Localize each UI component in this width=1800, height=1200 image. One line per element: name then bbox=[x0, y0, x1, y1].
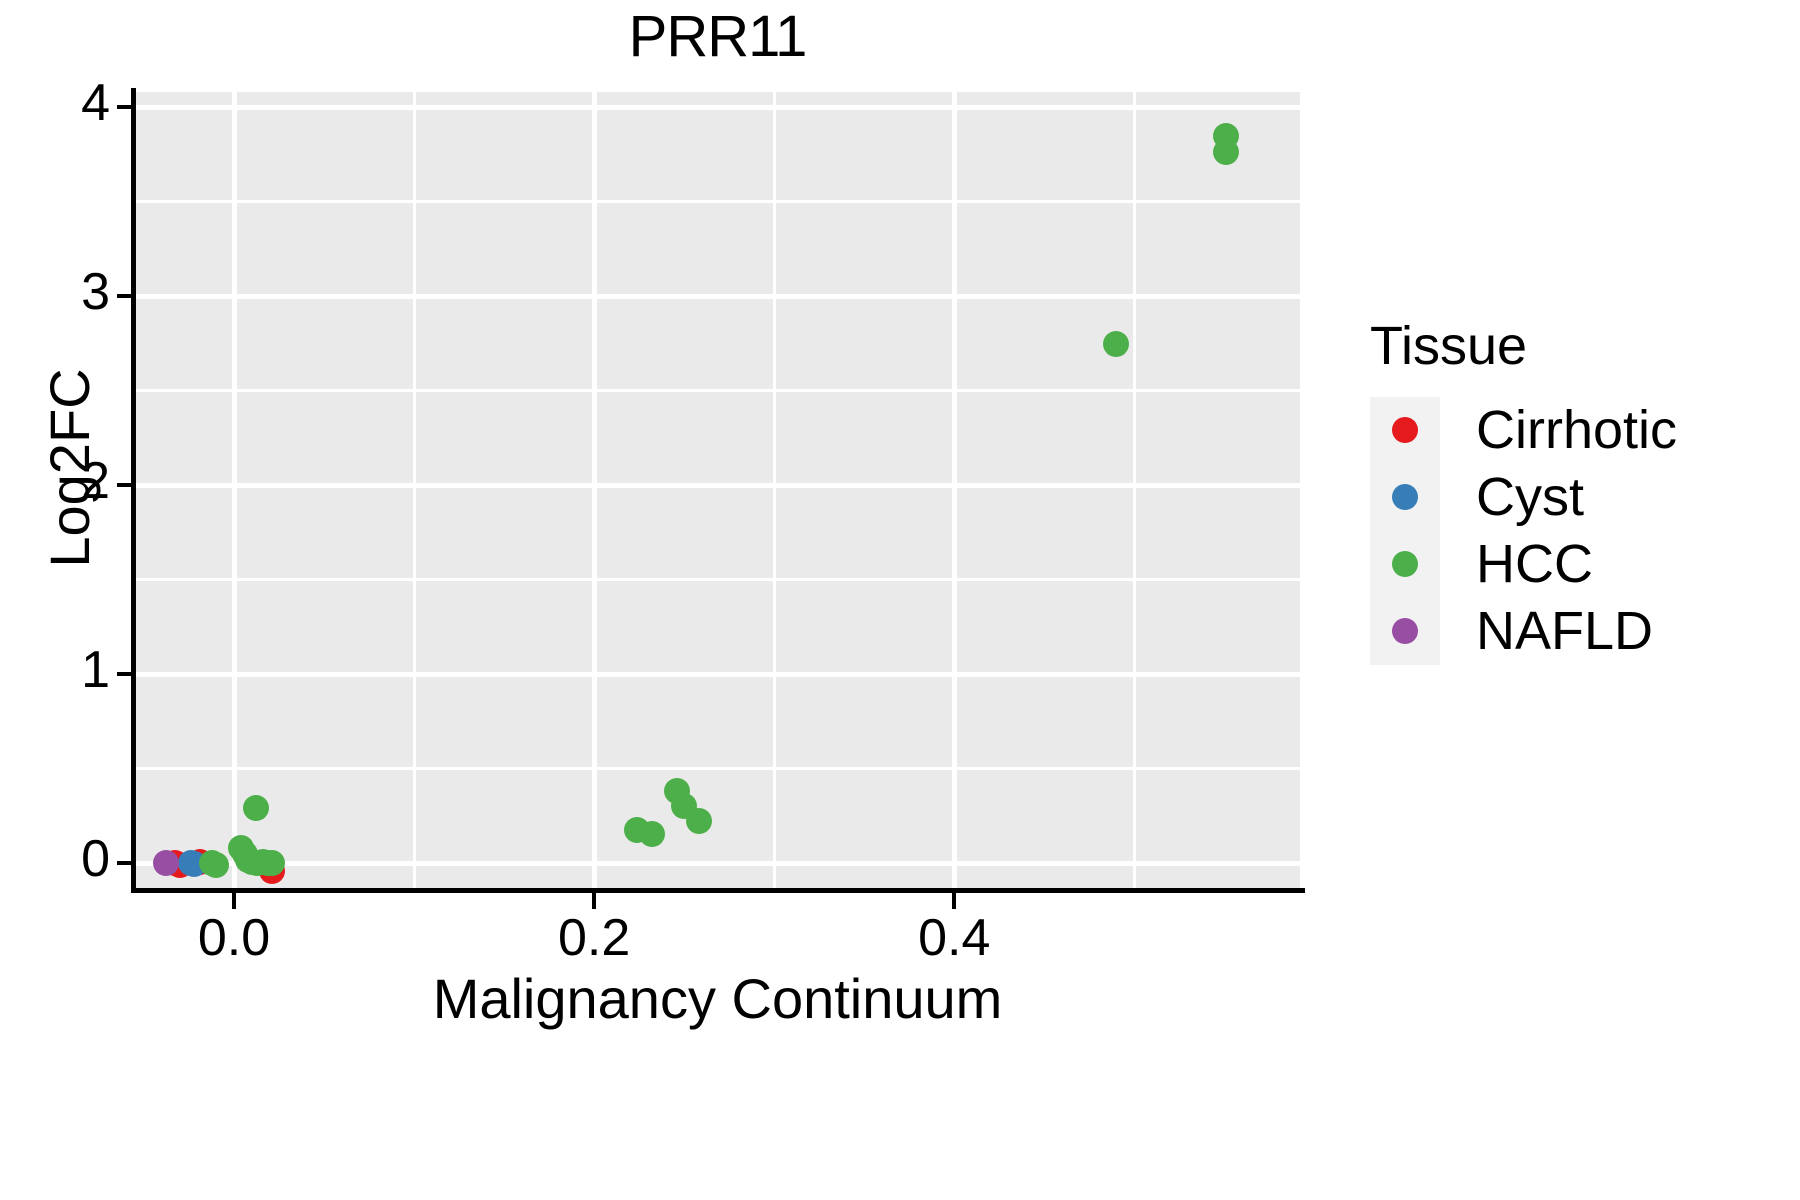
page-title: PRR11 bbox=[628, 4, 808, 69]
y-tick-label: 4 bbox=[81, 74, 110, 133]
y-tick-mark bbox=[117, 861, 133, 866]
legend: Tissue Cirrhotic Cyst HCC NAFLD bbox=[1370, 318, 1790, 665]
legend-item-label: NAFLD bbox=[1476, 601, 1654, 662]
gridline-y-minor bbox=[135, 200, 1300, 204]
x-tick-mark bbox=[592, 893, 597, 909]
data-point bbox=[152, 850, 179, 877]
x-tick-label: 0.2 bbox=[558, 909, 631, 967]
legend-swatch bbox=[1370, 397, 1440, 464]
x-tick-label: 0.4 bbox=[918, 909, 991, 967]
y-tick-label: 0 bbox=[81, 830, 110, 889]
legend-item-label: Cyst bbox=[1476, 467, 1584, 528]
gridline-x-minor bbox=[412, 92, 416, 888]
y-tick-mark bbox=[117, 294, 133, 299]
legend-swatch bbox=[1370, 531, 1440, 598]
legend-items: Cirrhotic Cyst HCC NAFLD bbox=[1370, 396, 1790, 665]
legend-item-cirrhotic[interactable]: Cirrhotic bbox=[1370, 397, 1790, 464]
data-point bbox=[1213, 138, 1240, 165]
gridline-y-major bbox=[135, 293, 1300, 299]
gridline-x-minor bbox=[772, 92, 776, 888]
x-tick-mark bbox=[232, 893, 237, 909]
legend-item-nafld[interactable]: NAFLD bbox=[1370, 598, 1790, 665]
gridline-y-minor bbox=[135, 389, 1300, 393]
x-axis-line bbox=[131, 888, 1305, 893]
legend-swatch bbox=[1370, 598, 1440, 665]
data-point bbox=[258, 850, 285, 877]
gridline-y-minor bbox=[135, 578, 1300, 582]
legend-swatch bbox=[1370, 464, 1440, 531]
x-tick-label: 0.0 bbox=[197, 909, 271, 967]
gridline-y-major bbox=[135, 860, 1300, 866]
data-point bbox=[203, 852, 230, 879]
y-tick-mark bbox=[117, 105, 133, 110]
gridline-x-major bbox=[231, 92, 237, 888]
legend-item-label: Cirrhotic bbox=[1476, 400, 1678, 461]
y-tick-mark bbox=[117, 483, 133, 488]
data-point bbox=[685, 807, 712, 834]
gridline-y-major bbox=[135, 104, 1300, 110]
gridline-x-minor bbox=[1132, 92, 1136, 888]
gridline-y-major bbox=[135, 482, 1300, 488]
legend-title: Tissue bbox=[1370, 316, 1528, 376]
plot-panel bbox=[135, 92, 1300, 888]
legend-dot-icon bbox=[1392, 484, 1418, 511]
legend-item-cyst[interactable]: Cyst bbox=[1370, 464, 1790, 531]
y-tick-label: 1 bbox=[81, 641, 110, 700]
legend-item-label: HCC bbox=[1476, 534, 1593, 595]
gridline-x-major bbox=[951, 92, 957, 888]
y-tick-label: 3 bbox=[81, 263, 110, 322]
legend-dot-icon bbox=[1392, 417, 1418, 444]
legend-item-hcc[interactable]: HCC bbox=[1370, 531, 1790, 598]
gridline-x-major bbox=[591, 92, 597, 888]
legend-dot-icon bbox=[1392, 618, 1418, 645]
data-point bbox=[242, 794, 269, 821]
y-tick-mark bbox=[117, 672, 133, 677]
y-tick-label: 2 bbox=[81, 452, 110, 511]
gridline-y-minor bbox=[135, 767, 1300, 771]
y-axis-line bbox=[131, 88, 136, 892]
legend-dot-icon bbox=[1392, 551, 1418, 578]
x-tick-mark bbox=[952, 893, 957, 909]
data-point bbox=[1103, 331, 1130, 358]
data-point bbox=[638, 821, 665, 848]
gridline-y-major bbox=[135, 671, 1300, 677]
x-axis-title: Malignancy Continuum bbox=[432, 967, 1003, 1030]
